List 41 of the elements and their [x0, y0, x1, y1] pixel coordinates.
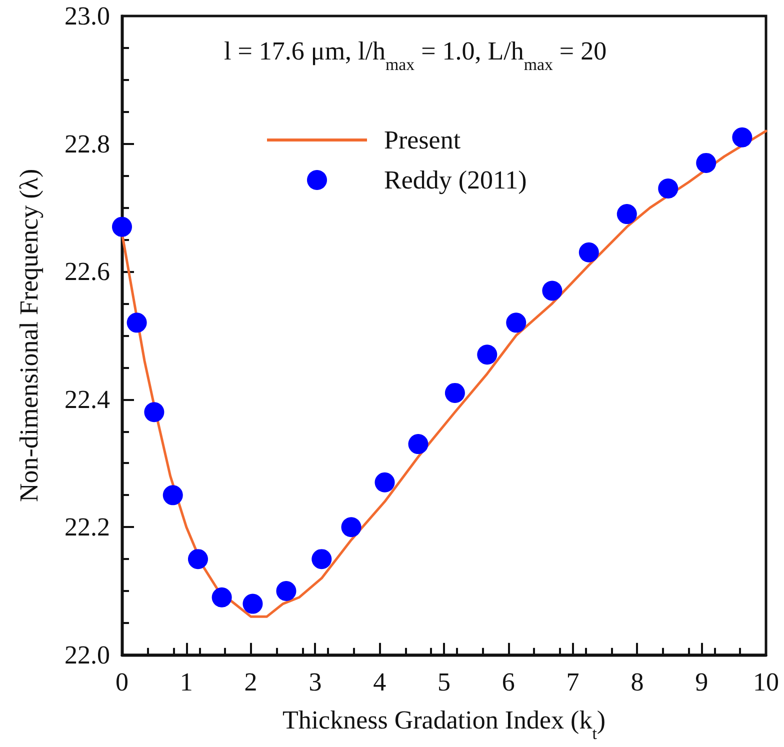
- legend-label: Reddy (2011): [384, 166, 527, 194]
- point: [112, 216, 132, 237]
- x-tick-label: 0: [116, 667, 128, 696]
- point: [542, 280, 562, 301]
- point: [242, 594, 263, 614]
- point: [658, 178, 678, 198]
- point: [144, 402, 164, 422]
- x-tick-label: 3: [308, 667, 322, 696]
- x-tick-label: 4: [373, 667, 386, 696]
- x-tick-label: 9: [695, 667, 708, 696]
- point: [276, 581, 296, 602]
- x-tick-label: 8: [630, 667, 644, 696]
- x-tick-label: 2: [244, 667, 258, 696]
- x-tick-label: 7: [566, 667, 580, 696]
- y-tick-label: 22.2: [64, 512, 110, 542]
- y-tick-label: 22.4: [64, 384, 110, 414]
- y-axis-title: Non-dimensional Frequency (λ): [14, 168, 44, 502]
- y-tick-label: 22.8: [64, 129, 110, 158]
- point: [444, 382, 465, 403]
- legend-label: Present: [384, 126, 462, 154]
- x-tick-label: 5: [438, 667, 450, 696]
- point: [312, 549, 332, 570]
- x-tick-label: 10: [753, 667, 779, 696]
- point: [212, 587, 232, 608]
- point: [408, 434, 428, 454]
- point: [578, 242, 599, 262]
- y-tick-label: 23.0: [64, 2, 110, 30]
- x-tick-label: 6: [502, 667, 515, 696]
- point: [477, 344, 498, 365]
- point: [616, 204, 637, 224]
- y-tick-label: 22.0: [64, 640, 110, 670]
- point: [374, 472, 395, 492]
- point: [696, 152, 716, 173]
- point: [162, 485, 183, 506]
- point: [126, 312, 147, 333]
- x-tick-label: 1: [180, 667, 193, 696]
- y-tick-label: 22.6: [64, 257, 110, 286]
- point: [506, 312, 526, 333]
- point: [188, 549, 208, 570]
- point: [732, 127, 752, 148]
- point: [341, 517, 362, 538]
